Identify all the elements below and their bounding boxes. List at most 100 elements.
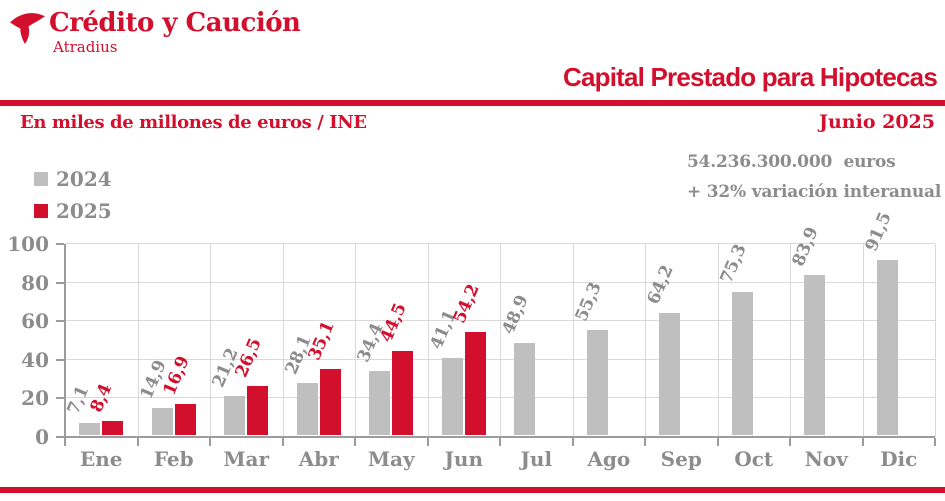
bar-2024-Ene xyxy=(79,423,101,435)
highlight-stats: 54.236.300.000 euros + 32% variación int… xyxy=(687,147,941,207)
chart-legend: 2024 2025 xyxy=(34,166,112,235)
x-axis-label-Jun: Jun xyxy=(444,447,484,471)
y-tick-40 xyxy=(56,359,64,361)
gridline-x-12 xyxy=(935,244,936,437)
y-tick-60 xyxy=(56,320,64,322)
y-tick-20 xyxy=(56,397,64,399)
value-label-2024-Oct: 75,3 xyxy=(716,241,751,287)
bar-2024-Jun xyxy=(441,357,463,435)
x-axis-label-Nov: Nov xyxy=(804,447,848,471)
gridline-x-5 xyxy=(428,244,429,437)
x-axis-line xyxy=(65,436,935,438)
x-tick-2 xyxy=(209,438,211,446)
x-tick-11 xyxy=(862,438,864,446)
bar-2025-Jun xyxy=(464,332,486,435)
highlight-amount: 54.236.300.000 euros xyxy=(687,152,896,172)
value-label-2025-May: 44,5 xyxy=(376,300,411,346)
gridline-x-3 xyxy=(283,244,284,437)
gridline-x-7 xyxy=(573,244,574,437)
x-axis-label-May: May xyxy=(367,447,415,471)
value-label-2024-Dic: 91,5 xyxy=(861,209,896,255)
brand-subname: Atradius xyxy=(53,38,118,56)
atradius-bird-icon xyxy=(10,13,45,44)
x-tick-12 xyxy=(934,438,936,446)
value-label-2024-Ago: 55,3 xyxy=(571,279,606,325)
y-tick-100 xyxy=(56,243,64,245)
x-axis-label-Abr: Abr xyxy=(298,447,339,471)
gridline-x-10 xyxy=(790,244,791,437)
brand-name: Crédito y Caución xyxy=(49,8,301,38)
legend-label-2024: 2024 xyxy=(56,166,112,191)
value-label-2024-Sep: 64,2 xyxy=(643,262,678,308)
value-label-2024-Jul: 48,9 xyxy=(498,292,533,338)
x-tick-3 xyxy=(282,438,284,446)
bar-2024-May xyxy=(369,370,391,435)
unit-label: En miles de millones de euros / INE xyxy=(20,112,367,133)
x-tick-8 xyxy=(644,438,646,446)
legend-swatch-2024 xyxy=(34,171,48,186)
x-axis-label-Ago: Ago xyxy=(587,447,631,471)
x-tick-1 xyxy=(137,438,139,446)
page-title: Capital Prestado para Hipotecas xyxy=(563,62,938,92)
legend-label-2025: 2025 xyxy=(56,198,112,223)
value-label-2025-Mar: 26,5 xyxy=(231,335,266,381)
bar-2024-Nov xyxy=(804,275,826,435)
x-axis-label-Feb: Feb xyxy=(153,447,194,471)
legend-swatch-2025 xyxy=(34,203,48,218)
x-axis-label-Jul: Jul xyxy=(520,447,553,471)
bar-2025-Mar xyxy=(247,385,269,435)
value-label-2025-Feb: 16,9 xyxy=(159,353,194,399)
value-label-2025-Abr: 35,1 xyxy=(304,318,339,364)
bar-2024-Feb xyxy=(151,408,173,435)
period-label: Junio 2025 xyxy=(818,111,935,133)
x-tick-0 xyxy=(64,438,66,446)
gridline-x-4 xyxy=(355,244,356,437)
bar-2024-Dic xyxy=(876,260,898,435)
bar-2024-Ago xyxy=(586,330,608,435)
bar-2024-Mar xyxy=(224,396,246,435)
legend-item-2025: 2025 xyxy=(34,198,112,223)
y-axis-line xyxy=(64,244,66,438)
gridline-y-100 xyxy=(65,243,935,244)
y-axis-label-20: 20 xyxy=(21,386,49,410)
bar-2024-Sep xyxy=(659,313,681,435)
y-axis-label-0: 0 xyxy=(35,425,49,449)
footer-divider xyxy=(0,487,945,493)
gridline-x-2 xyxy=(210,244,211,437)
x-axis-label-Oct: Oct xyxy=(734,447,774,471)
y-axis-label-60: 60 xyxy=(21,309,49,333)
highlight-variation: + 32% variación interanual xyxy=(687,182,942,202)
bar-2024-Abr xyxy=(296,382,318,435)
bar-2024-Oct xyxy=(731,291,753,435)
x-tick-5 xyxy=(427,438,429,446)
bar-2025-May xyxy=(392,351,414,435)
x-tick-6 xyxy=(499,438,501,446)
y-axis-label-80: 80 xyxy=(21,271,49,295)
header-divider xyxy=(0,100,945,106)
gridline-x-1 xyxy=(138,244,139,437)
x-axis-label-Mar: Mar xyxy=(223,447,270,471)
bar-2025-Ene xyxy=(102,420,124,435)
y-axis-label-40: 40 xyxy=(21,348,49,372)
x-axis-label-Dic: Dic xyxy=(880,447,918,471)
x-axis-label-Sep: Sep xyxy=(660,447,702,471)
bar-2025-Abr xyxy=(319,369,341,435)
x-axis-label-Ene: Ene xyxy=(79,447,123,471)
bar-2024-Jul xyxy=(514,342,536,435)
y-tick-0 xyxy=(56,436,64,438)
gridline-x-9 xyxy=(718,244,719,437)
value-label-2025-Ene: 8,4 xyxy=(86,380,117,416)
y-tick-80 xyxy=(56,282,64,284)
gridline-x-8 xyxy=(645,244,646,437)
y-axis-label-100: 100 xyxy=(7,232,49,256)
bar-2025-Feb xyxy=(174,404,196,435)
x-tick-9 xyxy=(717,438,719,446)
gridline-x-6 xyxy=(500,244,501,437)
gridline-x-11 xyxy=(863,244,864,437)
value-label-2024-Nov: 83,9 xyxy=(788,224,823,270)
legend-item-2024: 2024 xyxy=(34,166,112,191)
x-tick-7 xyxy=(572,438,574,446)
x-tick-10 xyxy=(789,438,791,446)
x-tick-4 xyxy=(354,438,356,446)
